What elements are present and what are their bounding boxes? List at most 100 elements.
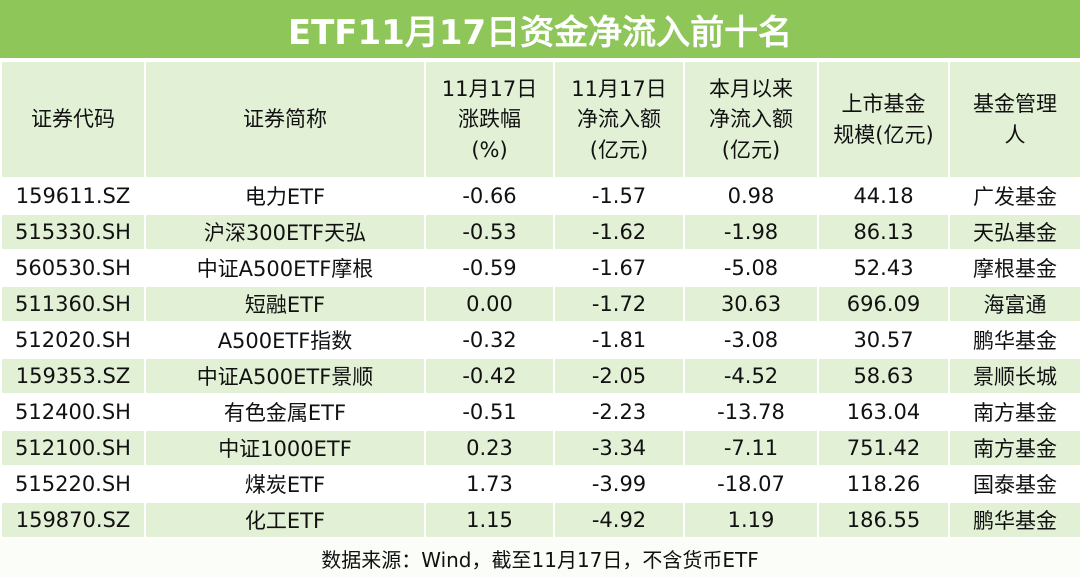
- table-row: 512400.SH 有色金属ETF -0.51 -2.23 -13.78 163.04 南方…: [0, 393, 1080, 431]
- table-row: 159870.SZ 化工ETF 1.15 -4.92 1.19 186.55 鹏华基金: [0, 501, 1080, 539]
- column-header: 证券简称: [144, 60, 426, 179]
- table-cell: 0.23: [424, 429, 555, 467]
- table-cell: 南方基金: [948, 429, 1080, 467]
- table-cell: -0.66: [424, 177, 555, 215]
- column-header: 基金管理人: [948, 60, 1080, 179]
- table-cell: 44.18: [817, 177, 950, 215]
- table-cell: 南方基金: [948, 393, 1080, 431]
- table-cell: 化工ETF: [144, 501, 426, 539]
- table-cell: -1.67: [553, 249, 685, 287]
- table-cell: -0.59: [424, 249, 555, 287]
- header-line: 上市基金: [841, 92, 926, 117]
- table-cell: 鹏华基金: [948, 501, 1080, 539]
- table-cell: 电力ETF: [144, 177, 426, 215]
- header-line: 11月17日: [571, 76, 667, 101]
- table-cell: 512400.SH: [0, 393, 146, 431]
- table-cell: -2.23: [553, 393, 685, 431]
- table-row: 515330.SH 沪深300ETF天弘 -0.53 -1.62 -1.98 86.13 天…: [0, 213, 1080, 251]
- table-cell: 186.55: [817, 501, 950, 539]
- header-line: 证券简称: [243, 107, 327, 132]
- header-line: (亿元): [589, 137, 649, 162]
- table-row: 511360.SH 短融ETF 0.00 -1.72 30.63 696.09 海富通: [0, 285, 1080, 323]
- table-cell: 696.09: [817, 285, 950, 323]
- table-cell: -3.99: [553, 465, 685, 503]
- table-row: 512100.SH 中证1000ETF 0.23 -3.34 -7.11 751.42 南方…: [0, 429, 1080, 467]
- table-cell: -13.78: [683, 393, 819, 431]
- table-cell: -18.07: [683, 465, 819, 503]
- table-cell: -1.81: [553, 321, 685, 359]
- table-row: 159611.SZ 电力ETF -0.66 -1.57 0.98 44.18 广发基金: [0, 177, 1080, 215]
- table-row: 512020.SH A500ETF指数 -0.32 -1.81 -3.08 30.57 鹏华…: [0, 321, 1080, 359]
- title: ETF11月17日资金净流入前十名: [0, 0, 1080, 60]
- column-header: 上市基金规模(亿元): [817, 60, 950, 179]
- header-line: (亿元): [721, 137, 781, 162]
- table-cell: -4.92: [553, 501, 685, 539]
- table-cell: 中证A500ETF摩根: [144, 249, 426, 287]
- footer-note: 数据来源：Wind，截至11月17日，不含货币ETF: [0, 539, 1080, 577]
- table-cell: -1.98: [683, 213, 819, 251]
- table-cell: 有色金属ETF: [144, 393, 426, 431]
- header-line: 本月以来: [709, 76, 793, 101]
- table-cell: 1.73: [424, 465, 555, 503]
- table-cell: 中证1000ETF: [144, 429, 426, 467]
- table-cell: 515330.SH: [0, 213, 146, 251]
- header-line: (%): [471, 137, 508, 162]
- table-cell: -1.62: [553, 213, 685, 251]
- header-line: 人: [1004, 122, 1026, 147]
- table-body: 159611.SZ 电力ETF -0.66 -1.57 0.98 44.18 广发基金 515…: [0, 177, 1080, 539]
- table-cell: -0.42: [424, 357, 555, 395]
- table-cell: 0.00: [424, 285, 555, 323]
- table-cell: 1.15: [424, 501, 555, 539]
- table-cell: -7.11: [683, 429, 819, 467]
- table-cell: 1.19: [683, 501, 819, 539]
- table-row: 560530.SH 中证A500ETF摩根 -0.59 -1.67 -5.08 52.43…: [0, 249, 1080, 287]
- table-cell: -0.51: [424, 393, 555, 431]
- table-cell: -0.32: [424, 321, 555, 359]
- table-cell: -5.08: [683, 249, 819, 287]
- header-line: 证券代码: [31, 107, 115, 132]
- table-cell: 沪深300ETF天弘: [144, 213, 426, 251]
- table-cell: 512020.SH: [0, 321, 146, 359]
- column-header: 证券代码: [0, 60, 146, 179]
- header-line: 净流入额: [577, 107, 661, 132]
- table-row: 159353.SZ 中证A500ETF景顺 -0.42 -2.05 -4.52 58.63…: [0, 357, 1080, 395]
- table-cell: A500ETF指数: [144, 321, 426, 359]
- table-cell: 中证A500ETF景顺: [144, 357, 426, 395]
- header-row: 证券代码 证券简称 11月17日 涨跌幅 (%) 11月17日 净流入额 (亿元) 本月以来 净流…: [0, 60, 1080, 179]
- table-cell: -0.53: [424, 213, 555, 251]
- table-cell: 86.13: [817, 213, 950, 251]
- table-cell: 159870.SZ: [0, 501, 146, 539]
- table-cell: 30.63: [683, 285, 819, 323]
- table-cell: 511360.SH: [0, 285, 146, 323]
- table-cell: 短融ETF: [144, 285, 426, 323]
- table-cell: 512100.SH: [0, 429, 146, 467]
- table-cell: 751.42: [817, 429, 950, 467]
- table-cell: 鹏华基金: [948, 321, 1080, 359]
- table-cell: 58.63: [817, 357, 950, 395]
- table-cell: 515220.SH: [0, 465, 146, 503]
- table-cell: 摩根基金: [948, 249, 1080, 287]
- table-cell: 广发基金: [948, 177, 1080, 215]
- table-cell: 52.43: [817, 249, 950, 287]
- table-cell: 159611.SZ: [0, 177, 146, 215]
- table-cell: 163.04: [817, 393, 950, 431]
- table-cell: 海富通: [948, 285, 1080, 323]
- table-cell: -4.52: [683, 357, 819, 395]
- table-cell: 煤炭ETF: [144, 465, 426, 503]
- header-line: 规模(亿元): [833, 122, 934, 147]
- header-line: 涨跌幅: [458, 107, 521, 132]
- header-line: 基金管理: [973, 92, 1057, 117]
- table-cell: 118.26: [817, 465, 950, 503]
- table: 证券代码 证券简称 11月17日 涨跌幅 (%) 11月17日 净流入额 (亿元) 本月以来 净流…: [0, 60, 1080, 539]
- table-cell: -3.08: [683, 321, 819, 359]
- table-cell: 景顺长城: [948, 357, 1080, 395]
- table-cell: -3.34: [553, 429, 685, 467]
- column-header: 本月以来 净流入额 (亿元): [683, 60, 819, 179]
- column-header: 11月17日 净流入额 (亿元): [553, 60, 685, 179]
- table-row: 515220.SH 煤炭ETF 1.73 -3.99 -18.07 118.26 国泰基金: [0, 465, 1080, 503]
- table-cell: 天弘基金: [948, 213, 1080, 251]
- table-cell: 0.98: [683, 177, 819, 215]
- table-cell: -2.05: [553, 357, 685, 395]
- table-cell: -1.72: [553, 285, 685, 323]
